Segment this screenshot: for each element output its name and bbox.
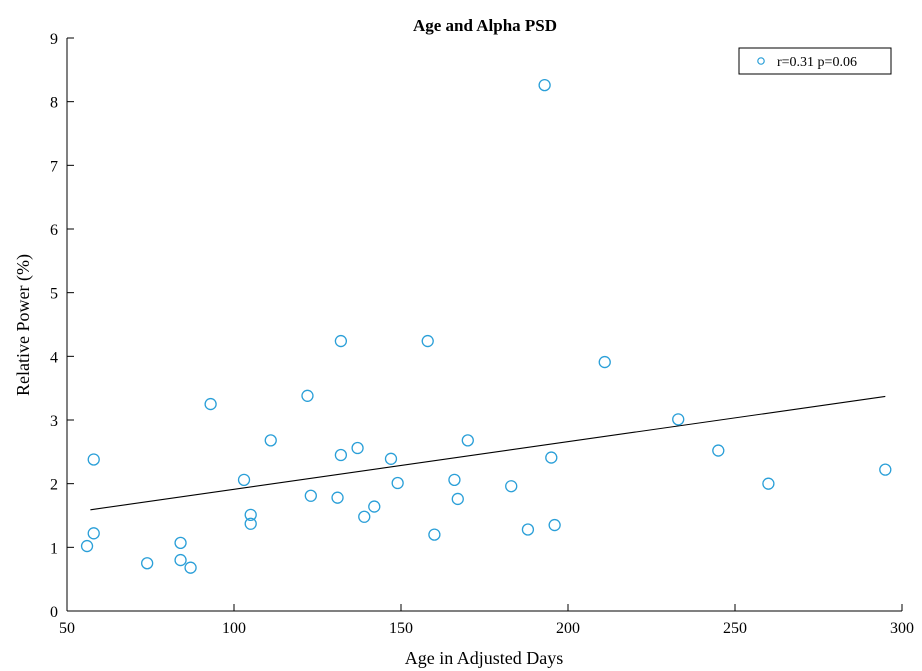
data-point — [244, 517, 257, 530]
x-tick-label: 200 — [556, 620, 580, 637]
data-point — [548, 518, 561, 532]
x-tick-label: 250 — [723, 620, 747, 637]
data-point — [264, 434, 277, 447]
data-point — [538, 78, 551, 92]
fit-line-layer — [90, 395, 886, 511]
data-point — [461, 434, 474, 447]
legend-label: r=0.31 p=0.06 — [777, 55, 857, 70]
x-tick-label: 50 — [59, 620, 75, 637]
data-point — [672, 413, 685, 426]
data-point — [87, 527, 100, 540]
data-point — [174, 536, 187, 550]
y-tick-label: 4 — [50, 349, 58, 366]
data-point — [184, 561, 197, 574]
data-point — [334, 448, 348, 462]
data-point — [301, 389, 314, 402]
data-point — [598, 355, 611, 369]
data-point — [80, 539, 94, 553]
data-point — [304, 489, 317, 502]
data-point — [351, 441, 364, 455]
y-tick-label: 3 — [50, 413, 58, 430]
data-points — [80, 78, 892, 574]
data-point — [334, 334, 348, 348]
axes: 50 100 150 200 250 300 0 1 2 3 4 5 6 7 8 9 — [50, 31, 914, 637]
x-tick-label: 150 — [389, 620, 413, 637]
y-tick-label: 1 — [50, 540, 58, 557]
y-tick-label: 0 — [50, 604, 58, 621]
data-point — [421, 334, 434, 348]
data-point — [331, 491, 344, 504]
y-tick-label: 2 — [50, 477, 58, 494]
data-point — [384, 452, 398, 465]
y-tick-label: 7 — [50, 158, 58, 175]
x-tick-label: 300 — [890, 620, 914, 637]
data-point — [762, 477, 775, 490]
data-point — [428, 528, 441, 541]
chart-title: Age and Alpha PSD — [413, 16, 557, 35]
data-point — [237, 473, 251, 486]
data-point — [368, 500, 381, 513]
data-point — [204, 397, 217, 411]
y-tick-label: 9 — [50, 31, 58, 48]
data-point — [87, 453, 100, 466]
legend: r=0.31 p=0.06 — [738, 47, 892, 75]
fit-line — [90, 395, 886, 511]
data-point — [451, 492, 464, 506]
x-axis-label: Age in Adjusted Days — [405, 648, 563, 668]
legend-marker — [757, 57, 765, 65]
data-point — [358, 510, 371, 523]
y-axis-label: Relative Power (%) — [13, 254, 34, 396]
data-point — [879, 463, 892, 476]
data-point — [174, 553, 187, 567]
data-point — [391, 476, 404, 490]
data-point — [545, 451, 558, 464]
y-tick-label: 8 — [50, 95, 58, 112]
y-tick-label: 5 — [50, 286, 58, 303]
data-point — [521, 523, 535, 536]
data-point — [448, 473, 461, 486]
y-tick-label: 6 — [50, 222, 58, 239]
data-point — [244, 508, 257, 522]
x-tick-label: 100 — [222, 620, 246, 637]
data-point — [505, 480, 518, 493]
data-point — [141, 557, 154, 570]
data-point — [712, 444, 725, 457]
